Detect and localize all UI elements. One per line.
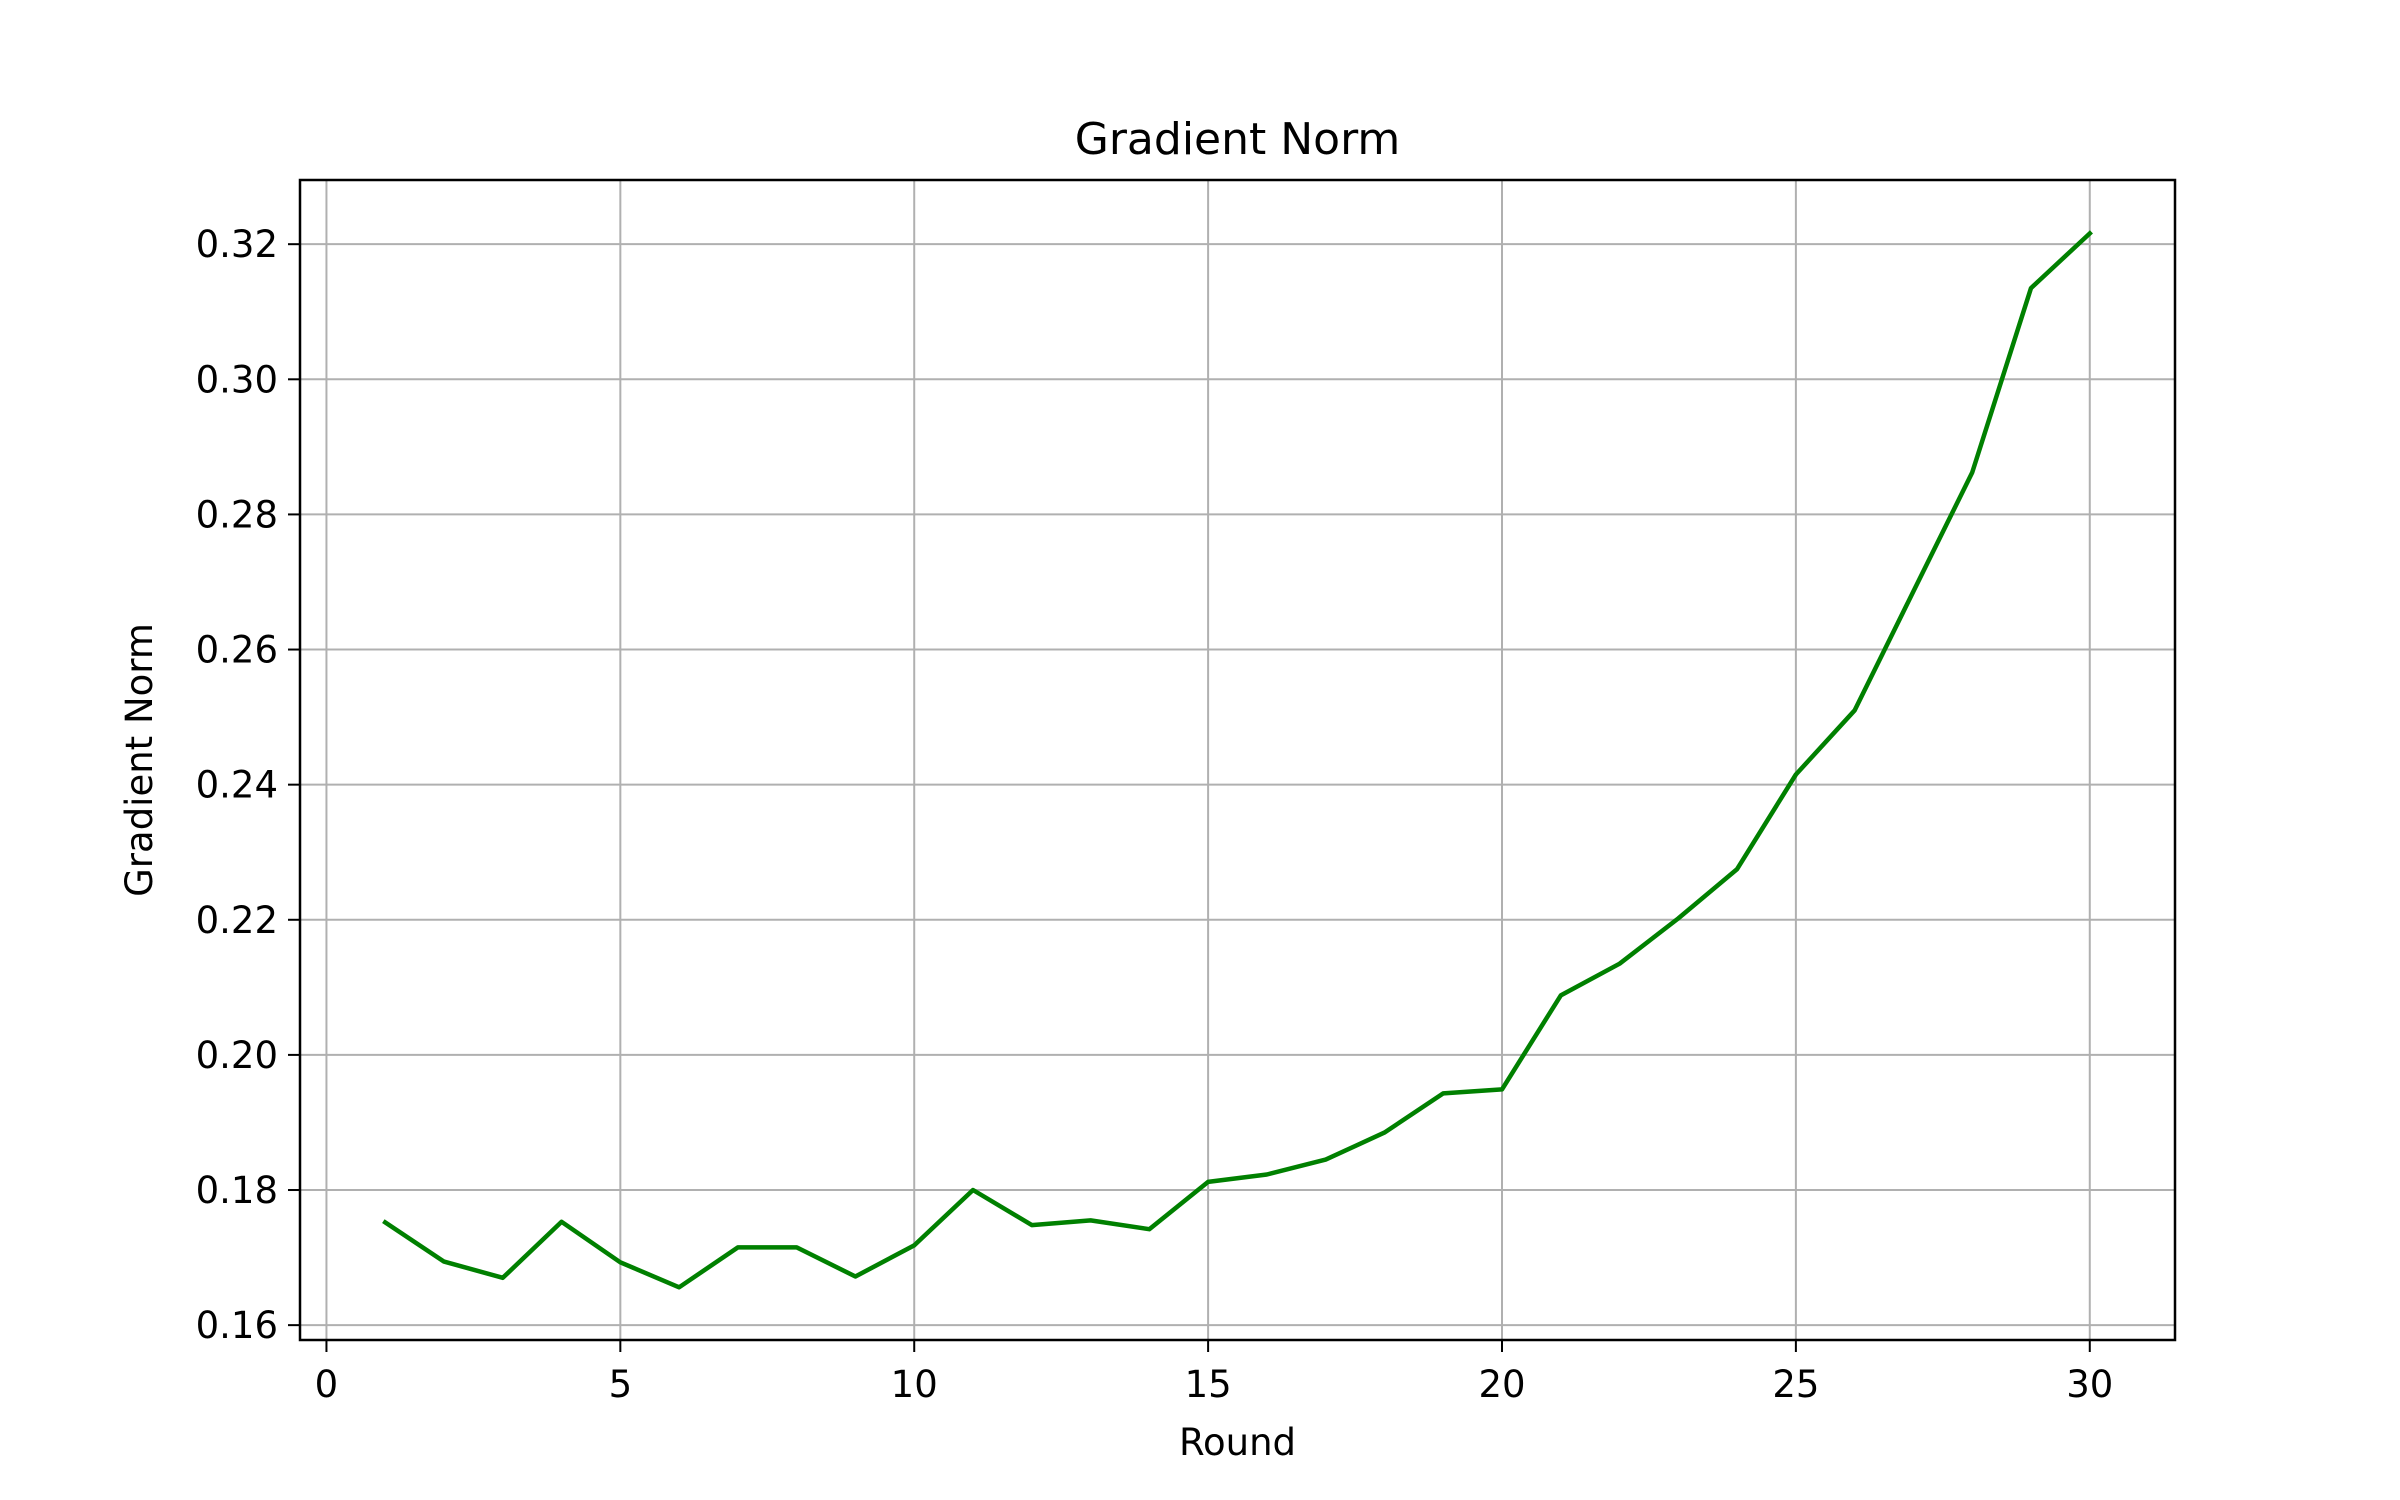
chart-title: Gradient Norm (1075, 114, 1401, 165)
plot-frame (298, 178, 2177, 1342)
y-tick-label: 0.30 (196, 358, 278, 401)
x-tick-label: 20 (1478, 1363, 1525, 1406)
x-tick-label: 5 (609, 1363, 633, 1406)
x-tick-label: 25 (1772, 1363, 1819, 1406)
series-layer (382, 230, 2093, 1290)
y-tick-label: 0.22 (196, 899, 278, 942)
series-line (382, 230, 2093, 1290)
y-tick-label: 0.26 (196, 629, 278, 672)
y-tick-label: 0.20 (196, 1034, 278, 1077)
x-tick-label: 0 (315, 1363, 339, 1406)
x-axis-label: Round (1179, 1421, 1296, 1464)
y-tick-label: 0.18 (196, 1169, 278, 1212)
x-tick-label: 15 (1185, 1363, 1232, 1406)
y-axis-label: Gradient Norm (118, 623, 161, 897)
ticks: 0 5 10 15 20 25 30 0.16 0.18 0.20 0.22 0.24 0.26 0.28… (196, 223, 2114, 1406)
y-tick-label: 0.32 (196, 223, 278, 266)
y-tick-label: 0.24 (196, 764, 278, 807)
x-tick-label: 30 (2066, 1363, 2113, 1406)
y-tick-label: 0.16 (196, 1304, 278, 1347)
x-tick-label: 10 (891, 1363, 938, 1406)
y-tick-label: 0.28 (196, 493, 278, 536)
grid (300, 180, 2175, 1340)
